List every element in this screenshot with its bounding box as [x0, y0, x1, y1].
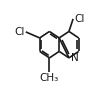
Text: Cl: Cl [14, 27, 24, 37]
Text: CH₃: CH₃ [40, 73, 59, 83]
Text: N: N [71, 53, 78, 63]
Text: Cl: Cl [75, 14, 85, 24]
